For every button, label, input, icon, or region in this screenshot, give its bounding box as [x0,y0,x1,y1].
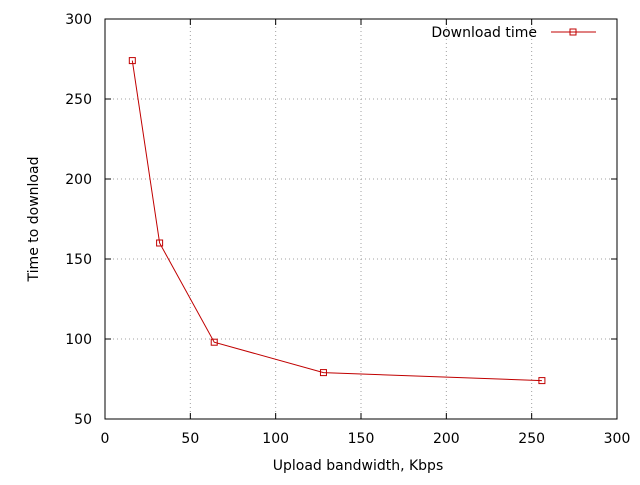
x-tick-labels: 0 50 100 150 200 250 300 [101,431,631,447]
x-axis-label: Upload bandwidth, Kbps [273,458,443,474]
legend-label: Download time [431,25,537,41]
legend-marker [569,28,577,36]
x-tick-label: 0 [101,431,110,447]
series-download-time [128,57,546,385]
y-tick-label: 300 [65,12,92,28]
y-tick-labels: 50 100 150 200 250 300 [65,12,92,428]
y-tick-label: 150 [65,252,92,268]
plot-frame [104,18,618,420]
series-line [131,60,542,382]
x-tick-label: 200 [433,431,460,447]
x-tick-label: 50 [181,431,199,447]
data-point [210,338,218,346]
y-tick-label: 100 [65,332,92,348]
data-point [319,369,327,377]
y-axis-label: Time to download [26,157,42,283]
data-point [156,239,164,247]
x-tick-label: 250 [518,431,545,447]
grid-lines [105,19,617,419]
data-point [538,377,546,385]
y-tick-label: 200 [65,172,92,188]
y-tick-label: 250 [65,92,92,108]
y-tick-label: 50 [74,412,92,428]
x-tick-label: 100 [262,431,289,447]
x-tick-label: 300 [604,431,631,447]
x-tick-label: 150 [348,431,375,447]
legend: Download time [431,25,596,41]
data-point [128,57,136,65]
